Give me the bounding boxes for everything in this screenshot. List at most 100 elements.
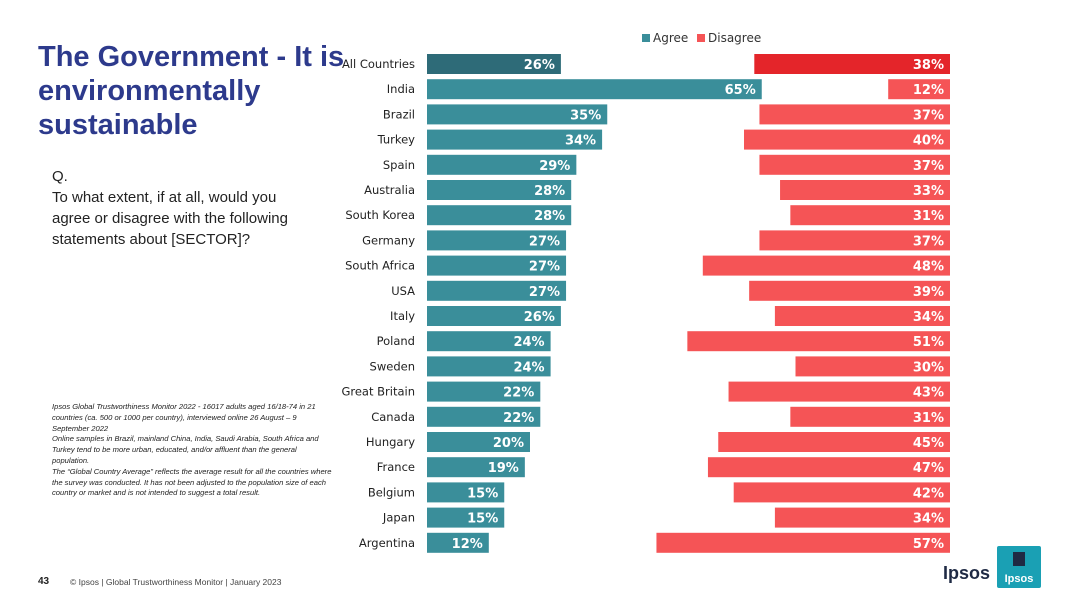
agree-value-label: 12% xyxy=(452,537,483,552)
question-text: To what extent, if at all, would you agr… xyxy=(52,189,288,248)
category-label: Argentina xyxy=(359,536,415,550)
disagree-bar xyxy=(759,104,950,125)
agree-bar xyxy=(427,180,572,200)
agree-value-label: 26% xyxy=(524,310,555,325)
agree-bar xyxy=(427,104,608,125)
agree-bar xyxy=(427,280,567,301)
agree-value-label: 65% xyxy=(725,83,756,98)
disagree-value-label: 40% xyxy=(913,134,944,149)
legend-swatch-disagree xyxy=(697,34,705,42)
disagree-bar xyxy=(774,507,950,528)
footnote-line: Online samples in Brazil, mainland China… xyxy=(52,434,319,465)
disagree-value-label: 30% xyxy=(913,360,944,375)
agree-bar xyxy=(427,356,551,377)
category-label: Poland xyxy=(377,334,415,348)
disagree-value-label: 51% xyxy=(913,335,944,350)
footnote: Ipsos Global Trustworthiness Monitor 202… xyxy=(52,402,332,499)
disagree-bar xyxy=(702,255,950,276)
disagree-value-label: 39% xyxy=(913,285,944,300)
disagree-bar xyxy=(759,154,950,175)
page-number: 43 xyxy=(38,576,50,587)
agree-value-label: 28% xyxy=(534,184,565,199)
disagree-bar xyxy=(718,432,950,452)
agree-bar xyxy=(427,255,567,276)
disagree-bar xyxy=(790,205,950,226)
disagree-value-label: 48% xyxy=(913,260,944,275)
disagree-bar xyxy=(774,306,950,326)
agree-value-label: 26% xyxy=(524,58,555,73)
disagree-value-label: 43% xyxy=(913,386,944,401)
agree-value-label: 20% xyxy=(493,436,524,451)
disagree-bar xyxy=(759,230,950,251)
agree-bar xyxy=(427,230,567,251)
category-label: Italy xyxy=(390,309,415,323)
legend-label-disagree: Disagree xyxy=(708,31,761,45)
agree-value-label: 27% xyxy=(529,285,560,300)
disagree-value-label: 37% xyxy=(913,108,944,123)
disagree-value-label: 33% xyxy=(913,184,944,199)
category-label: Sweden xyxy=(370,359,415,373)
agree-value-label: 22% xyxy=(503,386,534,401)
disagree-value-label: 12% xyxy=(913,83,944,98)
category-label: Hungary xyxy=(366,435,415,449)
category-label: France xyxy=(377,460,415,474)
disagree-bar xyxy=(733,482,950,503)
chart-legend: Agree Disagree xyxy=(642,31,761,45)
category-label: All Countries xyxy=(342,57,415,71)
disagree-value-label: 42% xyxy=(913,486,944,501)
legend-label-agree: Agree xyxy=(653,31,688,45)
agree-value-label: 15% xyxy=(467,486,498,501)
ipsos-logo-icon: Ipsos xyxy=(997,546,1041,588)
disagree-value-label: 34% xyxy=(913,310,944,325)
category-label: Belgium xyxy=(368,485,415,499)
disagree-value-label: 38% xyxy=(913,58,944,73)
ipsos-wordmark: Ipsos xyxy=(943,563,991,583)
agree-bar xyxy=(427,79,762,100)
agree-bar xyxy=(427,306,561,326)
disagree-bar xyxy=(656,532,950,553)
agree-bar xyxy=(427,532,489,553)
category-label: Spain xyxy=(383,158,415,172)
disagree-value-label: 34% xyxy=(913,512,944,527)
disagree-value-label: 47% xyxy=(913,461,944,476)
category-label: USA xyxy=(391,284,415,298)
disagree-value-label: 37% xyxy=(913,159,944,174)
agree-bar xyxy=(427,406,541,427)
footer-copyright: © Ipsos | Global Trustworthiness Monitor… xyxy=(70,577,282,587)
agree-value-label: 27% xyxy=(529,234,560,249)
agree-value-label: 24% xyxy=(513,335,544,350)
disagree-value-label: 31% xyxy=(913,209,944,224)
agree-value-label: 22% xyxy=(503,411,534,426)
disagree-value-label: 37% xyxy=(913,234,944,249)
agree-bar xyxy=(427,205,572,226)
agree-bar xyxy=(427,154,577,175)
category-label: Germany xyxy=(362,233,415,247)
ipsos-logo-mark xyxy=(1013,552,1025,566)
disagree-bar xyxy=(795,356,950,377)
agree-value-label: 19% xyxy=(488,461,519,476)
disagree-bar xyxy=(754,54,950,74)
agree-bar xyxy=(427,457,525,478)
disagree-value-label: 57% xyxy=(913,537,944,552)
disagree-bar xyxy=(744,129,950,150)
ipsos-logo-text: Ipsos xyxy=(1005,573,1034,585)
agree-bar xyxy=(427,507,505,528)
disagree-bar xyxy=(728,381,950,402)
disagree-bar xyxy=(780,180,950,200)
category-label: India xyxy=(387,82,415,96)
category-label: Turkey xyxy=(377,133,416,147)
agree-value-label: 28% xyxy=(534,209,565,224)
footnote-line: The “Global Country Average” reflects th… xyxy=(52,466,332,498)
disagree-bar xyxy=(687,331,950,352)
disagree-bar xyxy=(790,406,950,427)
disagree-bar xyxy=(749,280,950,301)
category-label: Brazil xyxy=(383,107,415,121)
agree-bar xyxy=(427,54,561,74)
agree-bar xyxy=(427,331,551,352)
category-label: South Africa xyxy=(345,259,415,273)
agree-value-label: 34% xyxy=(565,134,596,149)
question-label: Q. xyxy=(52,168,68,185)
category-label: South Korea xyxy=(345,208,415,222)
disagree-bar xyxy=(707,457,950,478)
